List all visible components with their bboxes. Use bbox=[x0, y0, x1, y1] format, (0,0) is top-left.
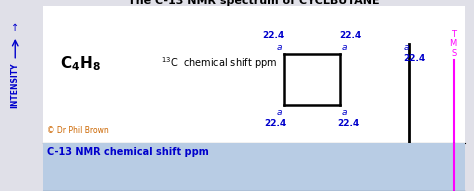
Text: a: a bbox=[276, 43, 282, 52]
Text: $^{13}$C  chemical shift ppm: $^{13}$C chemical shift ppm bbox=[161, 56, 277, 71]
Text: INTENSITY: INTENSITY bbox=[11, 63, 20, 108]
Text: $\mathbf{C_4H_8}$: $\mathbf{C_4H_8}$ bbox=[60, 54, 100, 73]
Text: The C-13 NMR spectrum of CYCLBUTANE: The C-13 NMR spectrum of CYCLBUTANE bbox=[128, 0, 379, 6]
Text: 22.4: 22.4 bbox=[263, 31, 285, 40]
Text: ↑: ↑ bbox=[11, 23, 19, 33]
Text: C-13 NMR chemical shift ppm: C-13 NMR chemical shift ppm bbox=[47, 147, 209, 157]
Text: © Dr Phil Brown: © Dr Phil Brown bbox=[47, 126, 109, 135]
Text: T
M
S: T M S bbox=[449, 30, 456, 58]
Text: 22.4: 22.4 bbox=[403, 54, 426, 63]
Text: 22.4: 22.4 bbox=[264, 119, 287, 128]
Text: 22.4: 22.4 bbox=[339, 31, 361, 40]
Text: a: a bbox=[342, 108, 347, 117]
Text: a: a bbox=[342, 43, 347, 52]
Text: 22.4: 22.4 bbox=[337, 119, 359, 128]
Text: a: a bbox=[276, 108, 282, 117]
Text: a: a bbox=[403, 43, 409, 52]
